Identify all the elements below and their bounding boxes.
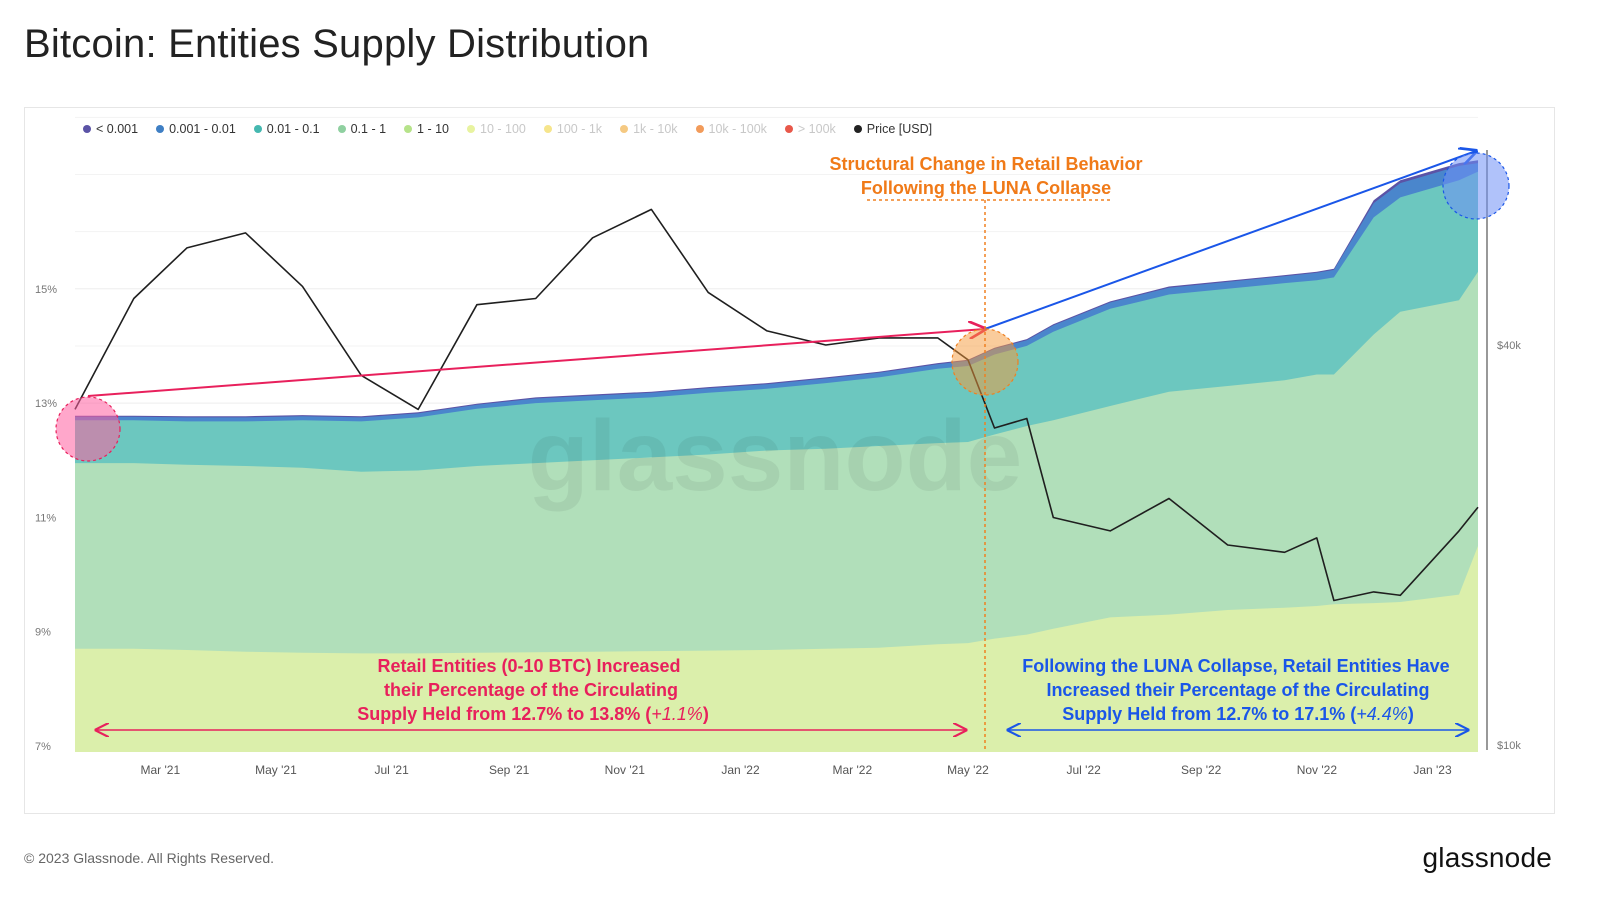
legend-item[interactable]: 10 - 100 xyxy=(467,122,526,136)
legend-dot-icon xyxy=(620,125,629,133)
retail-left-annotation-line2: their Percentage of the Circulating xyxy=(384,680,678,700)
retail-right-annotation-line1: Following the LUNA Collapse, Retail Enti… xyxy=(1022,656,1449,676)
legend-dot-icon xyxy=(404,125,413,133)
legend-item[interactable]: 100 - 1k xyxy=(543,122,603,136)
x-tick-label: Nov '22 xyxy=(1297,763,1338,777)
legend-item[interactable]: < 0.001 xyxy=(83,122,138,136)
legend-item[interactable]: 10k - 100k xyxy=(695,122,767,136)
legend-label: 0.1 - 1 xyxy=(350,122,387,136)
x-tick-label: Sep '21 xyxy=(489,763,530,777)
watermark: glassnode xyxy=(528,400,1023,512)
structural-annotation-line2: Following the LUNA Collapse xyxy=(861,178,1111,198)
x-tick-label: Nov '21 xyxy=(605,763,646,777)
legend-dot-icon xyxy=(156,125,165,133)
legend-dot-icon xyxy=(253,125,262,133)
legend-dot-icon xyxy=(784,125,793,133)
y-tick-label: 11% xyxy=(35,512,56,524)
blue-highlight-circle xyxy=(1442,152,1510,220)
y-tick-label: 9% xyxy=(35,627,51,639)
legend: < 0.001 0.001 - 0.01 0.01 - 0.1 0.1 - 1 1 - … xyxy=(83,122,950,136)
legend-label: 100 - 1k xyxy=(556,122,603,136)
y-tick-label: 7% xyxy=(35,741,51,753)
x-tick-label: May '21 xyxy=(255,763,297,777)
legend-label: < 0.001 xyxy=(96,122,139,136)
x-tick-label: Mar '21 xyxy=(140,763,180,777)
x-tick-label: Jan '22 xyxy=(721,763,760,777)
copyright-footer: © 2023 Glassnode. All Rights Reserved. xyxy=(24,850,275,866)
x-tick-label: Mar '22 xyxy=(833,763,873,777)
legend-label: 1k - 10k xyxy=(633,122,678,136)
legend-dot-icon xyxy=(467,125,476,133)
x-tick-label: Jan '23 xyxy=(1413,763,1452,777)
legend-label: 10k - 100k xyxy=(708,122,767,136)
legend-label: Price [USD] xyxy=(866,122,933,136)
y-right-tick-label: $10k xyxy=(1497,740,1521,752)
x-tick-label: Jul '22 xyxy=(1066,763,1101,777)
y-tick-label: 15% xyxy=(35,284,57,296)
legend-item[interactable]: 1 - 10 xyxy=(404,122,449,136)
legend-item[interactable]: 1k - 10k xyxy=(620,122,678,136)
legend-item[interactable]: Price [USD] xyxy=(853,122,933,136)
area-series xyxy=(75,546,1478,752)
y-tick-label: 13% xyxy=(35,398,57,410)
pink-highlight-circle xyxy=(55,396,121,462)
legend-dot-icon xyxy=(853,125,862,133)
legend-label: 10 - 100 xyxy=(480,122,526,136)
retail-left-annotation-line1: Retail Entities (0-10 BTC) Increased xyxy=(377,656,680,676)
chart-title: Bitcoin: Entities Supply Distribution xyxy=(24,22,650,66)
x-tick-label: May '22 xyxy=(947,763,989,777)
legend-item[interactable]: > 100k xyxy=(784,122,836,136)
legend-item[interactable]: 0.01 - 0.1 xyxy=(253,122,320,136)
legend-dot-icon xyxy=(83,125,91,133)
structural-annotation-line1: Structural Change in Retail Behavior xyxy=(829,154,1142,174)
x-tick-label: Sep '22 xyxy=(1181,763,1222,777)
legend-dot-icon xyxy=(337,125,346,133)
legend-label: > 100k xyxy=(797,122,836,136)
blue-trend-arrow xyxy=(984,151,1476,330)
legend-dot-icon xyxy=(695,125,704,133)
brand-logo: glassnode xyxy=(1422,842,1552,873)
retail-right-annotation-line2: Increased their Percentage of the Circul… xyxy=(1046,680,1429,700)
retail-left-annotation-line3: Supply Held from 12.7% to 13.8% (+1.1%) xyxy=(357,704,709,724)
legend-label: 0.01 - 0.1 xyxy=(266,122,320,136)
legend-dot-icon xyxy=(543,125,552,133)
legend-label: 1 - 10 xyxy=(417,122,450,136)
legend-item[interactable]: 0.001 - 0.01 xyxy=(156,122,236,136)
legend-item[interactable]: 0.1 - 1 xyxy=(337,122,387,136)
y-right-tick-label: $40k xyxy=(1497,340,1521,352)
pink-trend-arrow xyxy=(87,329,985,397)
legend-label: 0.001 - 0.01 xyxy=(169,122,236,136)
retail-right-annotation-line3: Supply Held from 12.7% to 17.1% (+4.4%) xyxy=(1062,704,1414,724)
x-tick-label: Jul '21 xyxy=(374,763,409,777)
price-line xyxy=(74,208,1479,602)
